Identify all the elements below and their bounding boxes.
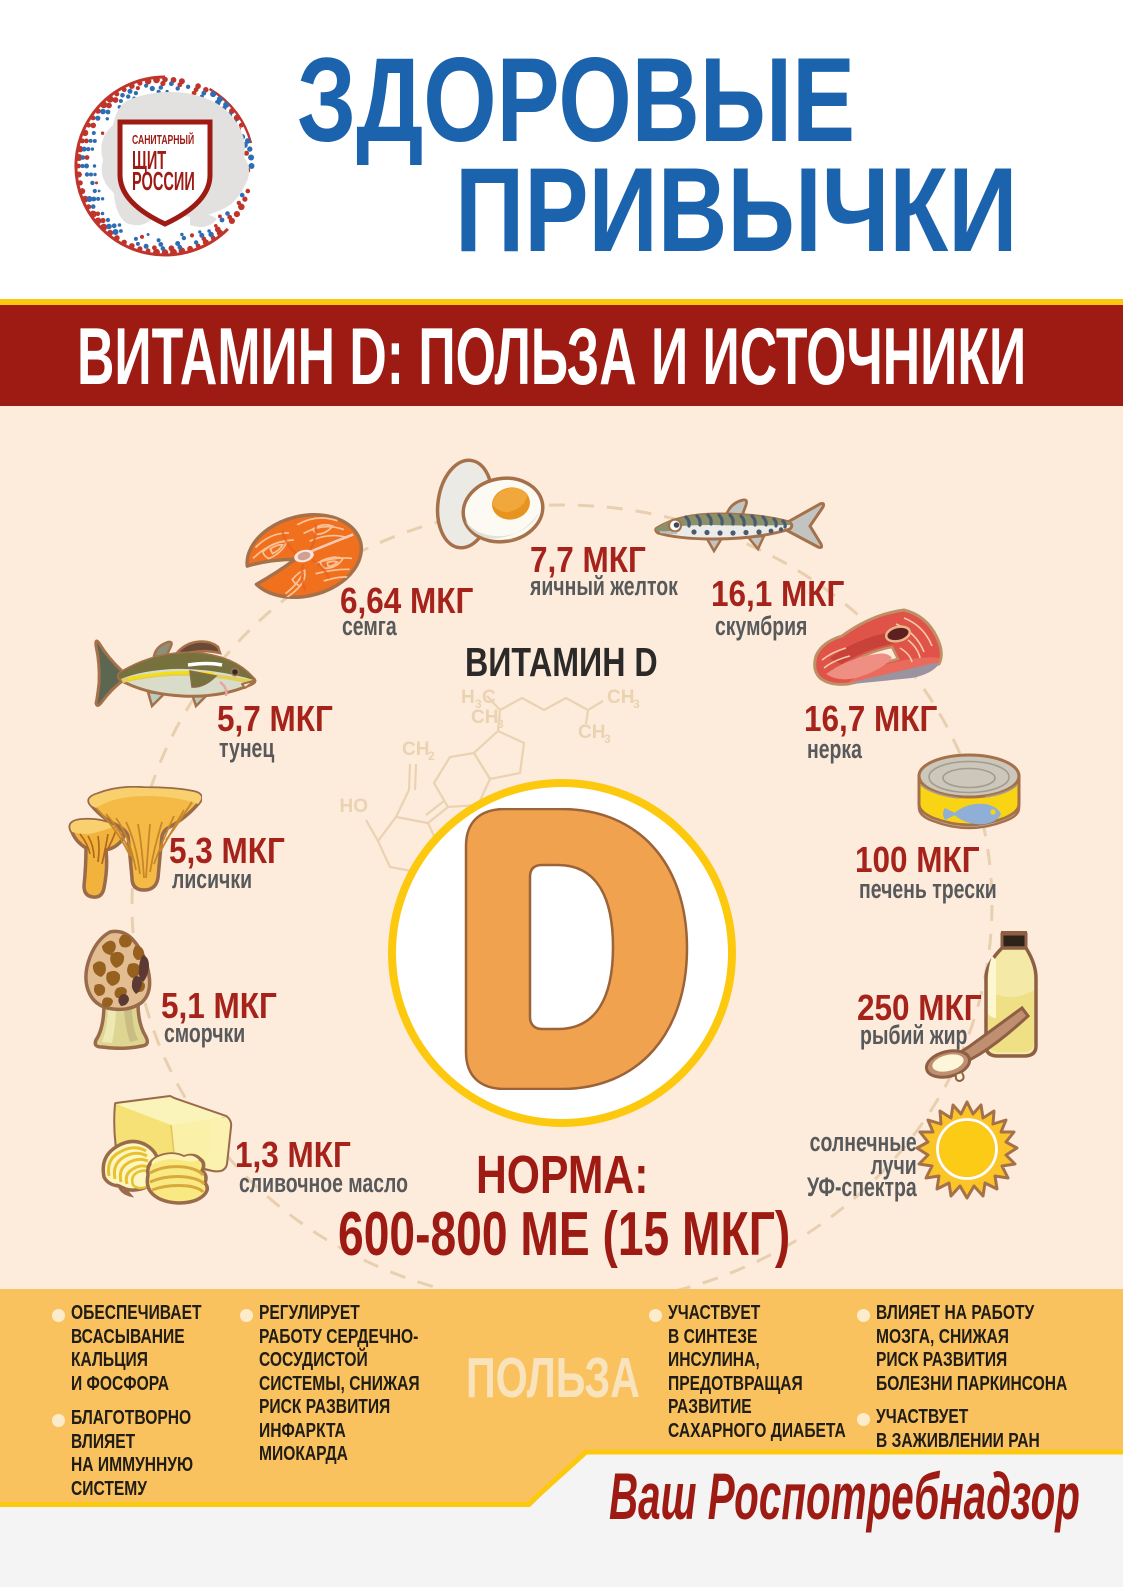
svg-text:ЩИТ: ЩИТ [132,147,166,175]
svg-text:CH: CH [578,722,605,743]
svg-text:CH: CH [607,687,634,708]
svg-text:3: 3 [497,717,504,731]
svg-text:H: H [461,687,475,708]
svg-text:3: 3 [633,697,640,711]
svg-text:РОССИИ: РОССИИ [132,168,195,196]
svg-text:C: C [482,687,496,708]
svg-text:2: 2 [428,749,435,763]
svg-text:CH: CH [471,707,498,728]
svg-text:3: 3 [475,697,482,711]
svg-text:3: 3 [604,732,611,746]
svg-text:HO: HO [340,796,369,817]
svg-text:CH: CH [402,739,429,760]
svg-text:САНИТАРНЫЙ: САНИТАРНЫЙ [132,132,194,147]
